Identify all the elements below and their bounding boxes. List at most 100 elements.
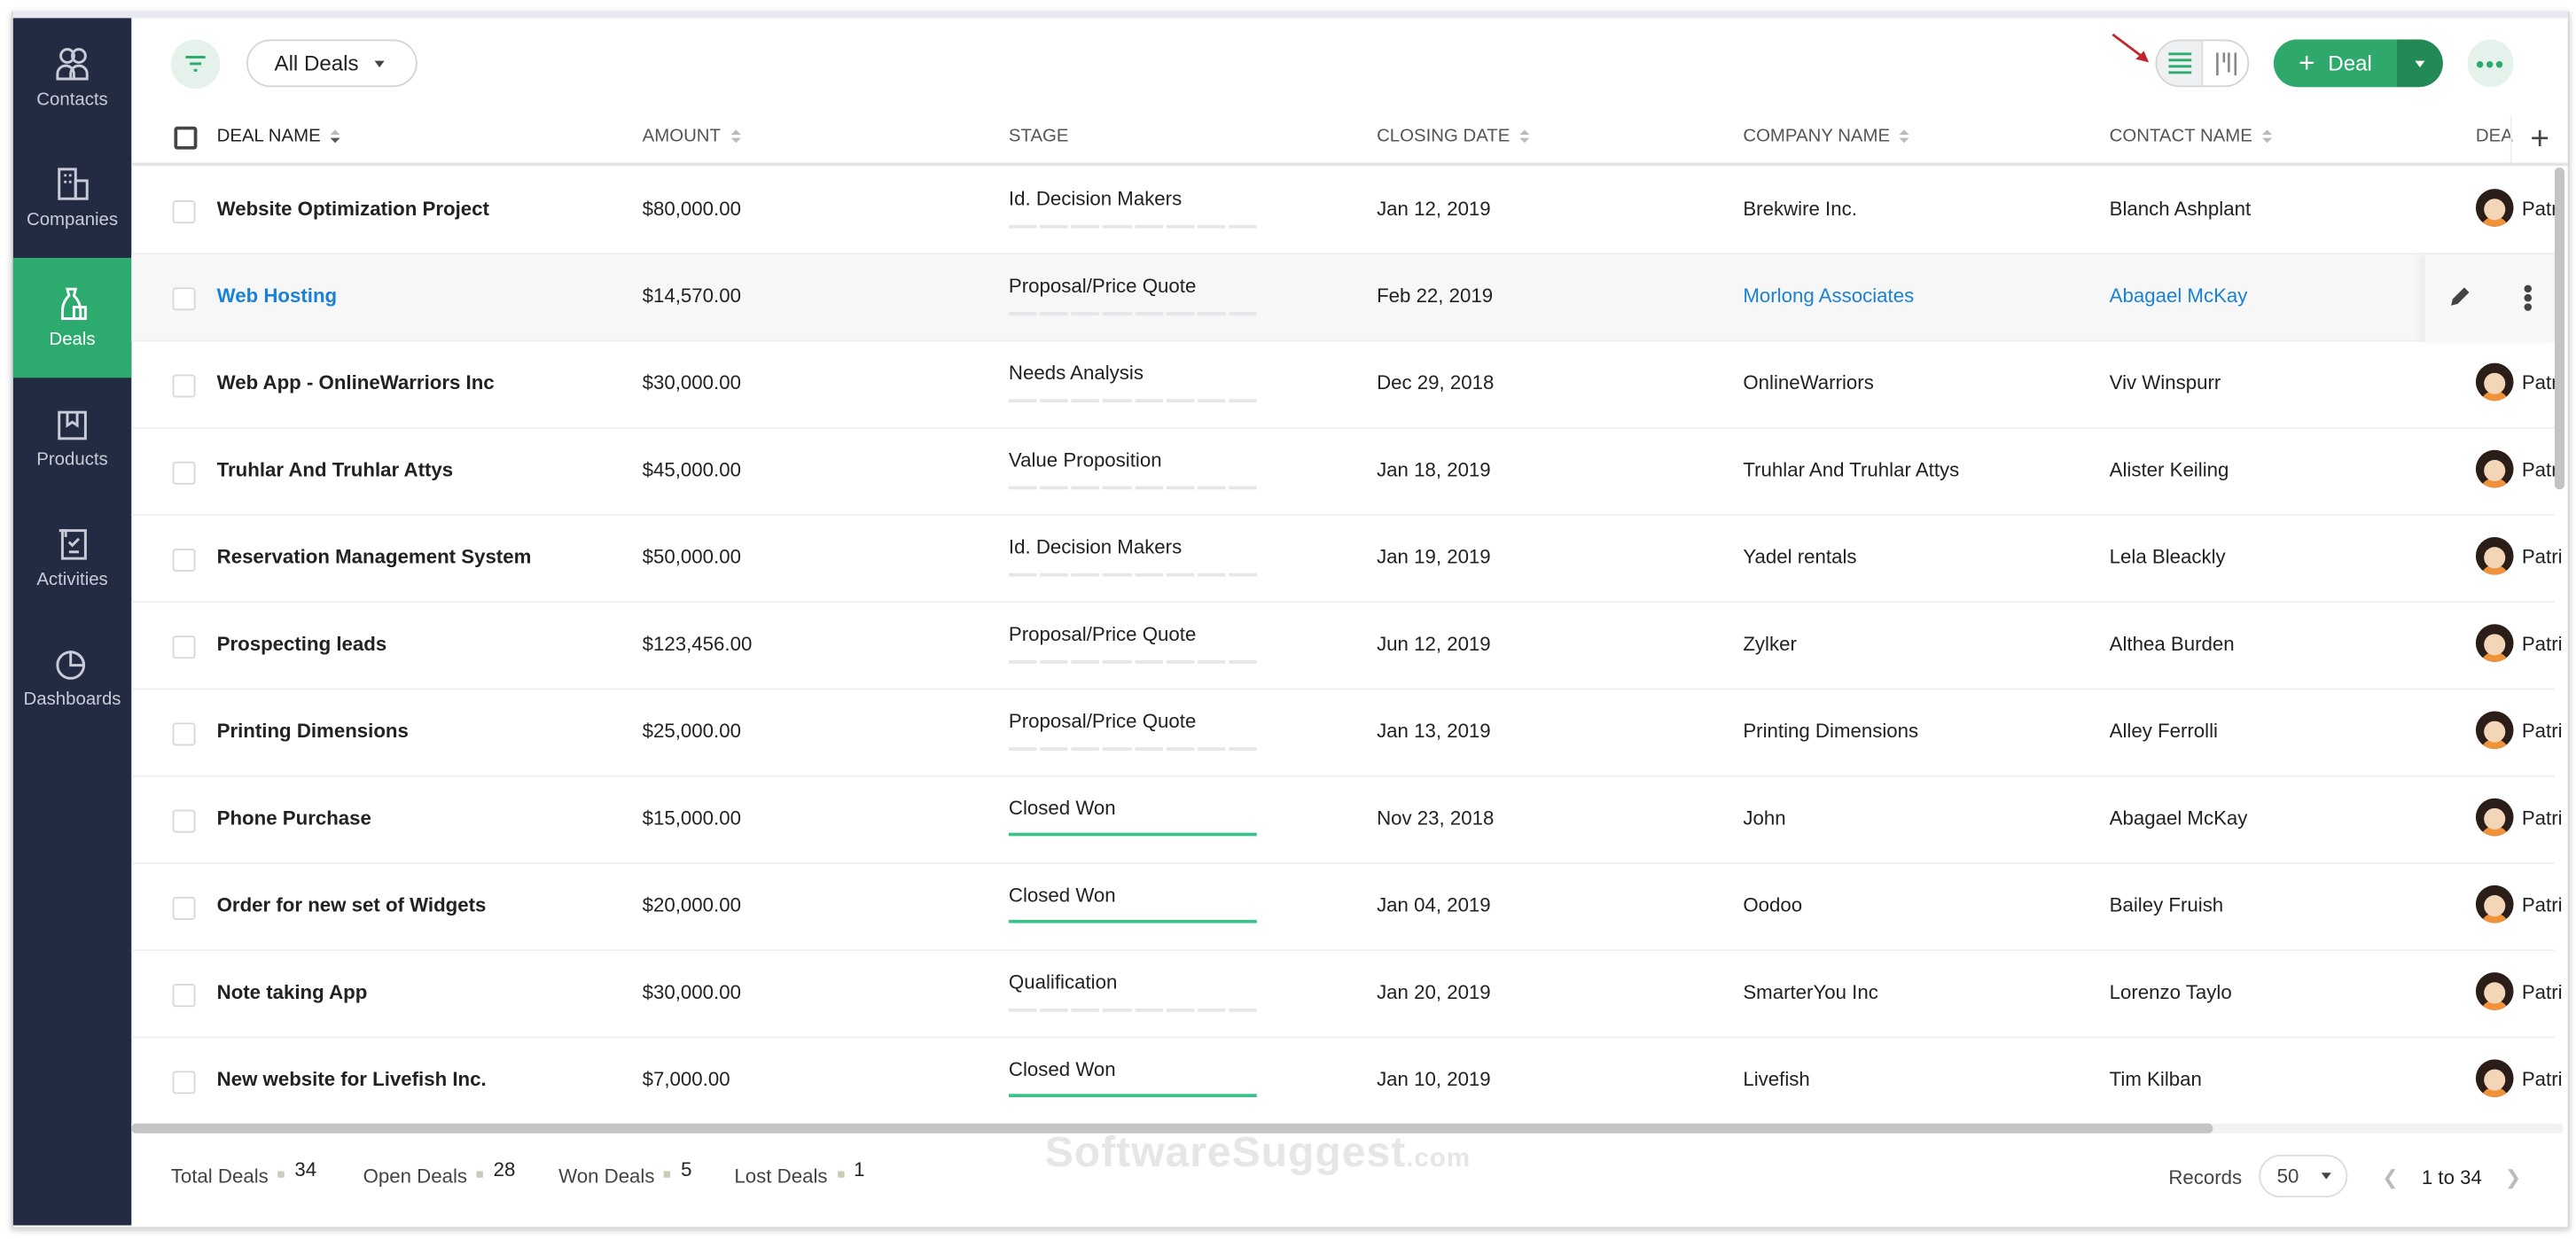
row-checkbox[interactable] (172, 1071, 196, 1095)
row-checkbox[interactable] (172, 896, 196, 920)
sidebar-item-dashboards[interactable]: Dashboards (13, 618, 131, 737)
column-header[interactable]: DEA (2476, 127, 2513, 146)
edit-icon[interactable] (2448, 284, 2471, 313)
column-header[interactable]: STAGE (1009, 127, 1069, 146)
table-row[interactable]: Phone Purchase $15,000.00 Closed Won Nov 23… (131, 777, 2563, 864)
sidebar-item-deals[interactable]: Deals (12, 257, 132, 378)
contact-name-link[interactable]: Tim Kilban (2109, 1067, 2202, 1091)
add-column-button[interactable]: + (2510, 116, 2568, 163)
company-name-link[interactable]: Brekwire Inc. (1743, 197, 1857, 221)
row-checkbox[interactable] (172, 461, 196, 485)
table-row[interactable]: Website Optimization Project $80,000.00 Id… (131, 168, 2563, 255)
next-page-button[interactable]: ❯ (2504, 1165, 2522, 1189)
select-all-checkbox[interactable] (174, 126, 198, 150)
deal-name-link[interactable]: Website Optimization Project (216, 197, 489, 221)
company-name-link[interactable]: Truhlar And Truhlar Attys (1743, 458, 1960, 482)
company-name-link[interactable]: OnlineWarriors (1743, 370, 1874, 394)
table-row[interactable]: Web App - OnlineWarriors Inc $30,000.00 Ne… (131, 341, 2563, 429)
company-name-link[interactable]: Oodoo (1743, 893, 1803, 917)
table-row[interactable]: Truhlar And Truhlar Attys $45,000.00 Value… (131, 429, 2563, 516)
avatar (2475, 449, 2514, 488)
table-row[interactable]: Reservation Management System $50,000.00 I… (131, 516, 2563, 604)
company-name-link[interactable]: Zylker (1743, 632, 1797, 656)
prev-page-button[interactable]: ❮ (2382, 1165, 2399, 1189)
records-label: Records (2168, 1165, 2243, 1189)
vertical-scrollbar[interactable] (2554, 168, 2565, 490)
deal-name-link[interactable]: Phone Purchase (216, 806, 371, 830)
row-checkbox[interactable] (172, 635, 196, 659)
row-checkbox[interactable] (172, 549, 196, 572)
row-checkbox[interactable] (172, 984, 196, 1008)
closing-date: Jan 10, 2019 (1377, 1067, 1491, 1091)
table-row[interactable]: Web Hosting $14,570.00 Proposal/Price Quot… (131, 254, 2556, 342)
table-row[interactable]: Prospecting leads $123,456.00 Proposal/Pri… (131, 603, 2563, 690)
sidebar-item-activities[interactable]: Activities (13, 498, 131, 618)
row-checkbox[interactable] (172, 374, 196, 398)
horizontal-scrollbar[interactable] (131, 1123, 2564, 1134)
contact-name-link[interactable]: Althea Burden (2109, 632, 2235, 656)
deal-name-link[interactable]: Prospecting leads (216, 632, 387, 656)
stage: Proposal/Price Quote (1008, 622, 1197, 646)
column-header[interactable]: CLOSING DATE (1377, 127, 1530, 146)
deal-owner: Patri (2475, 449, 2563, 488)
company-name-link[interactable]: Morlong Associates (1743, 284, 1915, 308)
deal-name-link[interactable]: Truhlar And Truhlar Attys (216, 458, 454, 482)
row-checkbox[interactable] (172, 809, 196, 833)
row-checkbox[interactable] (172, 722, 196, 746)
closing-date: Dec 29, 2018 (1377, 370, 1495, 394)
table-row[interactable]: Note taking App $30,000.00 Qualification Ja… (131, 951, 2563, 1039)
view-filter-dropdown[interactable]: All Deals (246, 39, 418, 88)
deal-name-link[interactable]: Note taking App (216, 980, 368, 1004)
column-header[interactable]: CONTACT NAME (2110, 127, 2273, 146)
more-vertical-icon[interactable]: ••• (2512, 284, 2541, 312)
table-row[interactable]: Order for new set of Widgets $20,000.00 Cl… (131, 864, 2563, 952)
contact-name-link[interactable]: Blanch Ashplant (2109, 197, 2252, 221)
list-view-button[interactable] (2157, 41, 2204, 86)
sidebar-item-products[interactable]: Products (13, 378, 131, 497)
stat-open-deals: Open Deals 28 (363, 1158, 516, 1188)
contact-name-link[interactable]: Lorenzo Taylo (2109, 980, 2232, 1004)
table-row[interactable]: Printing Dimensions $25,000.00 Proposal/Pr… (131, 690, 2563, 777)
column-header[interactable]: DEAL NAME (217, 127, 340, 146)
contact-name-link[interactable]: Alister Keiling (2109, 458, 2229, 482)
scrollbar-thumb[interactable] (131, 1123, 2213, 1134)
company-name-link[interactable]: SmarterYou Inc (1743, 980, 1878, 1004)
deal-name-link[interactable]: Web App - OnlineWarriors Inc (216, 370, 495, 394)
deal-name-link[interactable]: New website for Livefish Inc. (216, 1067, 487, 1091)
row-checkbox[interactable] (172, 200, 196, 224)
row-checkbox[interactable] (172, 287, 196, 311)
stage-progress-bar (1008, 832, 1257, 837)
deal-name-link[interactable]: Order for new set of Widgets (216, 893, 487, 917)
deal-name-link[interactable]: Printing Dimensions (216, 719, 409, 743)
add-deal-dropdown[interactable] (2396, 39, 2443, 88)
company-name-link[interactable]: Yadel rentals (1743, 545, 1857, 569)
contact-name-link[interactable]: Abagael McKay (2109, 806, 2248, 830)
amount: $30,000.00 (642, 980, 741, 1004)
table-row[interactable]: New website for Livefish Inc. $7,000.00 Cl… (131, 1038, 2563, 1126)
contact-name-link[interactable]: Lela Bleackly (2109, 545, 2226, 569)
footer: Records 50 ❮ 1 to 34 ❯ Total Deals 34 Open D… (131, 1135, 2567, 1226)
deal-name-link[interactable]: Reservation Management System (216, 545, 532, 569)
avatar (2475, 972, 2514, 1010)
records-per-page-select[interactable]: 50 (2259, 1154, 2348, 1198)
sidebar-item-contacts[interactable]: Contacts (13, 18, 131, 137)
add-deal-button[interactable]: + Deal (2273, 39, 2443, 88)
column-header-label: CLOSING DATE (1377, 126, 1510, 146)
column-header[interactable]: AMOUNT (643, 127, 741, 146)
contact-name-link[interactable]: Abagael McKay (2109, 284, 2248, 308)
company-name-link[interactable]: Printing Dimensions (1743, 719, 1919, 743)
stage-progress-bar (1008, 573, 1257, 577)
more-options-button[interactable]: ••• (2467, 39, 2514, 88)
deal-name-link[interactable]: Web Hosting (216, 284, 338, 308)
company-name-link[interactable]: John (1743, 806, 1786, 830)
add-deal-main[interactable]: + Deal (2273, 39, 2397, 88)
contact-name-link[interactable]: Viv Winspurr (2109, 370, 2221, 394)
column-header[interactable]: COMPANY NAME (1743, 127, 1910, 146)
filter-button[interactable] (170, 39, 221, 90)
company-name-link[interactable]: Livefish (1743, 1067, 1810, 1091)
sidebar-item-companies[interactable]: Companies (13, 138, 131, 258)
kanban-view-button[interactable] (2203, 41, 2247, 85)
contact-name-link[interactable]: Alley Ferrolli (2109, 719, 2218, 743)
sidebar-item-label: Contacts (36, 90, 108, 111)
contact-name-link[interactable]: Bailey Fruish (2109, 893, 2224, 917)
